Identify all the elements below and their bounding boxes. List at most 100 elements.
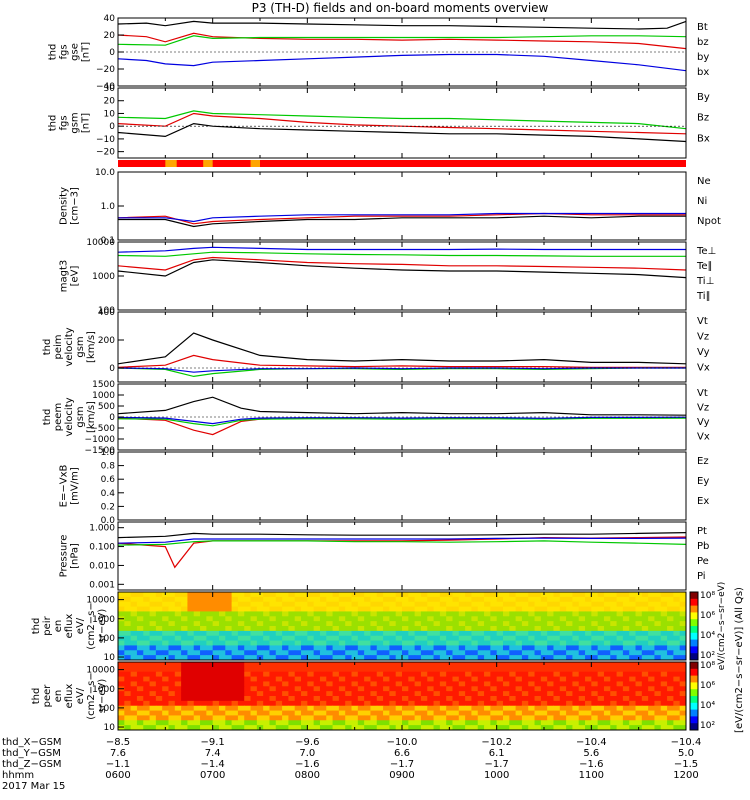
spectrogram-cell bbox=[534, 662, 542, 668]
spectrogram-cell bbox=[484, 691, 491, 697]
series-bz-line bbox=[117, 122, 687, 143]
spectrogram-cell bbox=[591, 715, 599, 721]
spectrogram-cell bbox=[395, 676, 403, 682]
spectrogram-cell bbox=[420, 666, 428, 673]
spectrogram-cell bbox=[471, 616, 479, 622]
spectrogram-cell bbox=[452, 655, 460, 661]
spectrogram-cell bbox=[155, 650, 163, 656]
spectrogram-cell bbox=[458, 686, 466, 692]
spectrogram-cell bbox=[237, 626, 245, 632]
colorbar-swatch bbox=[690, 682, 698, 690]
spectrogram-cell bbox=[326, 662, 334, 668]
spectrogram-cell bbox=[446, 630, 453, 637]
spectrogram-cell bbox=[174, 666, 182, 673]
spectrogram-cell bbox=[307, 655, 315, 661]
spectrogram-cell bbox=[654, 696, 662, 702]
spectrogram-cell bbox=[458, 676, 466, 682]
spectrogram-cell bbox=[420, 725, 428, 731]
y-tick-label: 100 bbox=[98, 634, 115, 644]
spectrogram-cell bbox=[484, 606, 491, 612]
panel-ylabel: peer bbox=[42, 684, 53, 708]
spectrogram-cell bbox=[629, 621, 637, 627]
spectrogram-cell bbox=[162, 596, 169, 603]
spectrogram-cell bbox=[446, 720, 453, 726]
spectrogram-cell bbox=[351, 596, 359, 603]
spectrogram-cell bbox=[597, 655, 605, 661]
colorbar-swatch bbox=[690, 619, 698, 627]
spectrogram-cell bbox=[484, 681, 491, 687]
spectrogram-cell bbox=[269, 626, 277, 632]
spectrogram-cell bbox=[610, 681, 618, 687]
spectrogram-cell bbox=[319, 681, 327, 687]
spectrogram-cell bbox=[553, 715, 561, 721]
spectrogram-cell bbox=[477, 720, 485, 726]
spectrogram-cell bbox=[130, 650, 138, 656]
spectrogram-cell bbox=[402, 596, 409, 603]
spectrogram-cell bbox=[357, 691, 365, 697]
spectrogram-cell bbox=[496, 626, 504, 632]
spectrogram-cell bbox=[471, 666, 479, 673]
spectrogram-cell bbox=[402, 601, 409, 608]
spectrogram-cell bbox=[313, 676, 321, 682]
spectrogram-cell bbox=[288, 601, 296, 608]
spectrogram-cell bbox=[566, 671, 573, 678]
spectrogram-cell bbox=[629, 671, 637, 678]
spectrogram-cell bbox=[635, 596, 643, 603]
y-tick-label: 0.001 bbox=[89, 580, 115, 590]
panel-ylabel: thd bbox=[31, 688, 42, 705]
spectrogram-cell bbox=[174, 650, 182, 656]
spectrogram-cell bbox=[616, 611, 624, 617]
spectrogram-cell bbox=[502, 650, 510, 656]
spectrogram-cell bbox=[225, 655, 233, 661]
spectrogram-cell bbox=[458, 611, 466, 617]
spectrogram-cell bbox=[528, 601, 536, 608]
spectrogram-cell bbox=[244, 691, 252, 697]
spectrogram-cell bbox=[521, 725, 529, 731]
quality-flag-bar bbox=[118, 160, 686, 167]
spectrogram-cell bbox=[338, 630, 346, 637]
spectrogram-cell bbox=[477, 681, 485, 687]
spectrogram-cell bbox=[256, 715, 264, 721]
spectrogram-cell bbox=[635, 640, 643, 646]
spectrogram-cell bbox=[200, 671, 207, 678]
spectrogram-cell bbox=[338, 696, 346, 702]
spectrogram-cell bbox=[231, 725, 239, 731]
spectrogram-cell bbox=[168, 596, 176, 603]
spectrogram-cell bbox=[250, 592, 258, 598]
spectrogram-cell bbox=[237, 676, 245, 682]
spectrogram-cell bbox=[528, 596, 536, 603]
spectrogram-cell bbox=[679, 630, 687, 637]
x-axis-value: 7.4 bbox=[205, 748, 221, 759]
spectrogram-cell bbox=[534, 601, 542, 608]
spectrogram-cell bbox=[572, 691, 580, 697]
spectrogram-cell bbox=[294, 611, 302, 617]
spectrogram-cell bbox=[275, 592, 283, 598]
spectrogram-cell bbox=[326, 700, 334, 707]
y-tick-label: 500 bbox=[98, 402, 115, 412]
spectrogram-cell bbox=[212, 691, 220, 697]
spectrogram-cell bbox=[307, 691, 315, 697]
spectrogram-cell bbox=[420, 630, 428, 637]
spectrogram-cell bbox=[332, 640, 340, 646]
spectrogram-cell bbox=[200, 662, 207, 668]
spectrogram-cell bbox=[402, 616, 409, 622]
y-tick-label: 10 bbox=[104, 109, 116, 119]
spectrogram-cell bbox=[420, 611, 428, 617]
spectrogram-cell bbox=[616, 596, 624, 603]
spectrogram-cell bbox=[616, 662, 624, 668]
spectrogram-cell bbox=[345, 635, 353, 642]
spectrogram-cell bbox=[376, 640, 384, 646]
spectrogram-cell bbox=[250, 606, 258, 612]
x-axis-value: −9.6 bbox=[295, 737, 319, 748]
spectrogram-cell bbox=[332, 592, 340, 598]
spectrogram-cell bbox=[547, 676, 554, 682]
spectrogram-cell bbox=[635, 626, 643, 632]
spectrogram-cell bbox=[427, 655, 435, 661]
spectrogram-cell bbox=[118, 645, 125, 651]
spectrogram-cell bbox=[496, 662, 504, 668]
spectrogram-cell bbox=[439, 616, 447, 622]
spectrogram-cell bbox=[338, 705, 346, 712]
spectrogram-cell bbox=[370, 705, 378, 712]
spectrogram-cell bbox=[433, 671, 441, 678]
spectrogram-cell bbox=[231, 720, 239, 726]
